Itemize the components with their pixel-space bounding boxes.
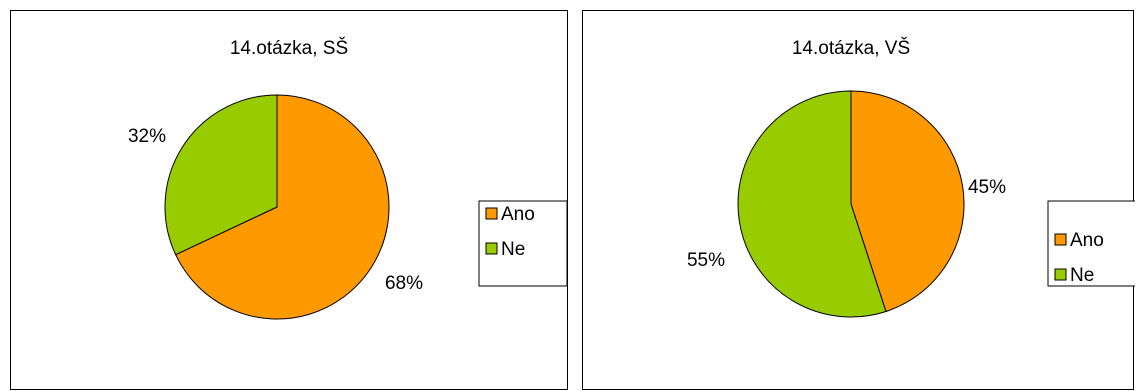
data-label-ano: 68% — [385, 273, 423, 294]
data-label-ne: 32% — [128, 126, 166, 147]
legend-swatch-ano — [1054, 233, 1067, 246]
legend-swatch-ne — [1054, 268, 1067, 281]
pie-slice-ne — [164, 94, 278, 256]
pie-slices — [737, 90, 965, 318]
legend-label-ano: Ano — [1070, 230, 1104, 251]
chart-title: 14.otázka, VŠ — [792, 37, 910, 59]
legend-swatch-ne — [485, 242, 498, 255]
data-label-ano: 45% — [968, 177, 1006, 198]
pie-slice-ano — [174, 94, 390, 320]
chart-title: 14.otázka, SŠ — [230, 37, 348, 59]
legend-label-ne: Ne — [501, 239, 525, 260]
pie-slice-ne — [737, 90, 887, 318]
pie-slice-ano — [850, 90, 965, 313]
legend: Ano Ne — [478, 200, 568, 287]
data-labels: 45% 55% — [687, 177, 1006, 271]
data-label-ne: 55% — [687, 250, 725, 271]
legend-swatch-ano — [485, 207, 498, 220]
legend-label-ano: Ano — [501, 204, 535, 225]
pie-chart-ss: 14.otázka, SŠ 68% 32% Ano Ne — [10, 10, 568, 390]
pie-chart-ss-svg: 14.otázka, SŠ 68% 32% Ano Ne — [128, 37, 568, 320]
legend-label-ne: Ne — [1070, 265, 1094, 286]
legend: Ano Ne — [1047, 200, 1135, 287]
data-labels: 68% 32% — [128, 126, 423, 294]
pie-chart-vs: 14.otázka, VŠ 45% 55% Ano Ne — [582, 10, 1135, 390]
pie-chart-vs-svg: 14.otázka, VŠ 45% 55% Ano Ne — [687, 37, 1135, 318]
pie-slices — [164, 94, 390, 320]
